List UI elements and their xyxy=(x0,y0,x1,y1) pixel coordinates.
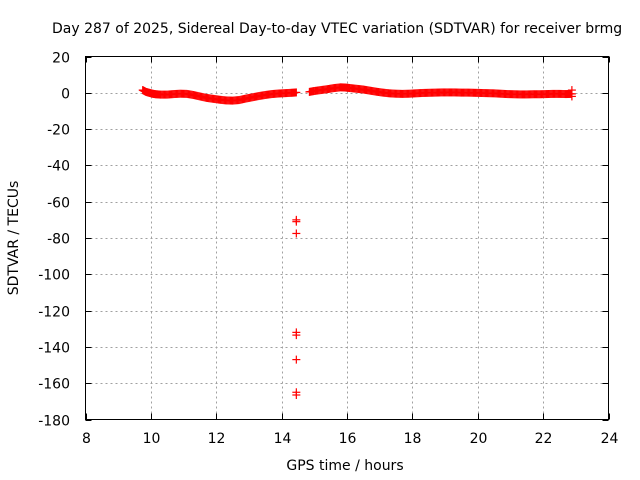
y-tick-label: -160 xyxy=(38,377,70,393)
y-tick-label: -80 xyxy=(47,232,70,248)
y-tick-label: -40 xyxy=(47,159,70,175)
y-tick-label: -60 xyxy=(47,196,70,212)
x-tick-label: 20 xyxy=(470,431,488,447)
y-tick-label: -140 xyxy=(38,341,70,357)
y-tick-label: -180 xyxy=(38,414,70,430)
data-point xyxy=(567,92,576,101)
data-points xyxy=(138,83,576,399)
x-tick-label: 24 xyxy=(601,431,619,447)
x-tick-label: 18 xyxy=(404,431,422,447)
y-tick-label: -20 xyxy=(47,123,70,139)
chart-title: Day 287 of 2025, Sidereal Day-to-day VTE… xyxy=(52,21,622,37)
y-tick-label: -120 xyxy=(38,305,70,321)
data-point xyxy=(292,390,301,399)
data-point xyxy=(292,331,301,340)
y-tick-label: 0 xyxy=(61,87,70,103)
data-point xyxy=(292,355,301,364)
x-tick-label: 12 xyxy=(208,431,226,447)
x-axis-title: GPS time / hours xyxy=(286,458,403,474)
x-tick-label: 16 xyxy=(339,431,357,447)
plot-frame xyxy=(85,56,609,420)
y-tick-label: -100 xyxy=(38,268,70,284)
grid-lines xyxy=(85,56,609,420)
x-tick-label: 22 xyxy=(535,431,553,447)
data-point xyxy=(292,229,301,238)
x-tick-label: 8 xyxy=(82,431,91,447)
axis-ticks xyxy=(85,56,610,421)
data-point xyxy=(292,88,301,97)
y-tick-label: 20 xyxy=(52,51,70,67)
x-tick-label: 14 xyxy=(274,431,292,447)
y-axis-title: SDTVAR / TECUs xyxy=(6,181,22,296)
data-point xyxy=(292,217,301,226)
x-axis-tick-labels: 8 10 12 14 16 18 20 22 24 xyxy=(82,431,618,447)
x-tick-label: 10 xyxy=(143,431,161,447)
y-axis-tick-labels: 20 0 -20 -40 -60 -80 -100 -120 -140 -160 -180 xyxy=(38,51,70,430)
